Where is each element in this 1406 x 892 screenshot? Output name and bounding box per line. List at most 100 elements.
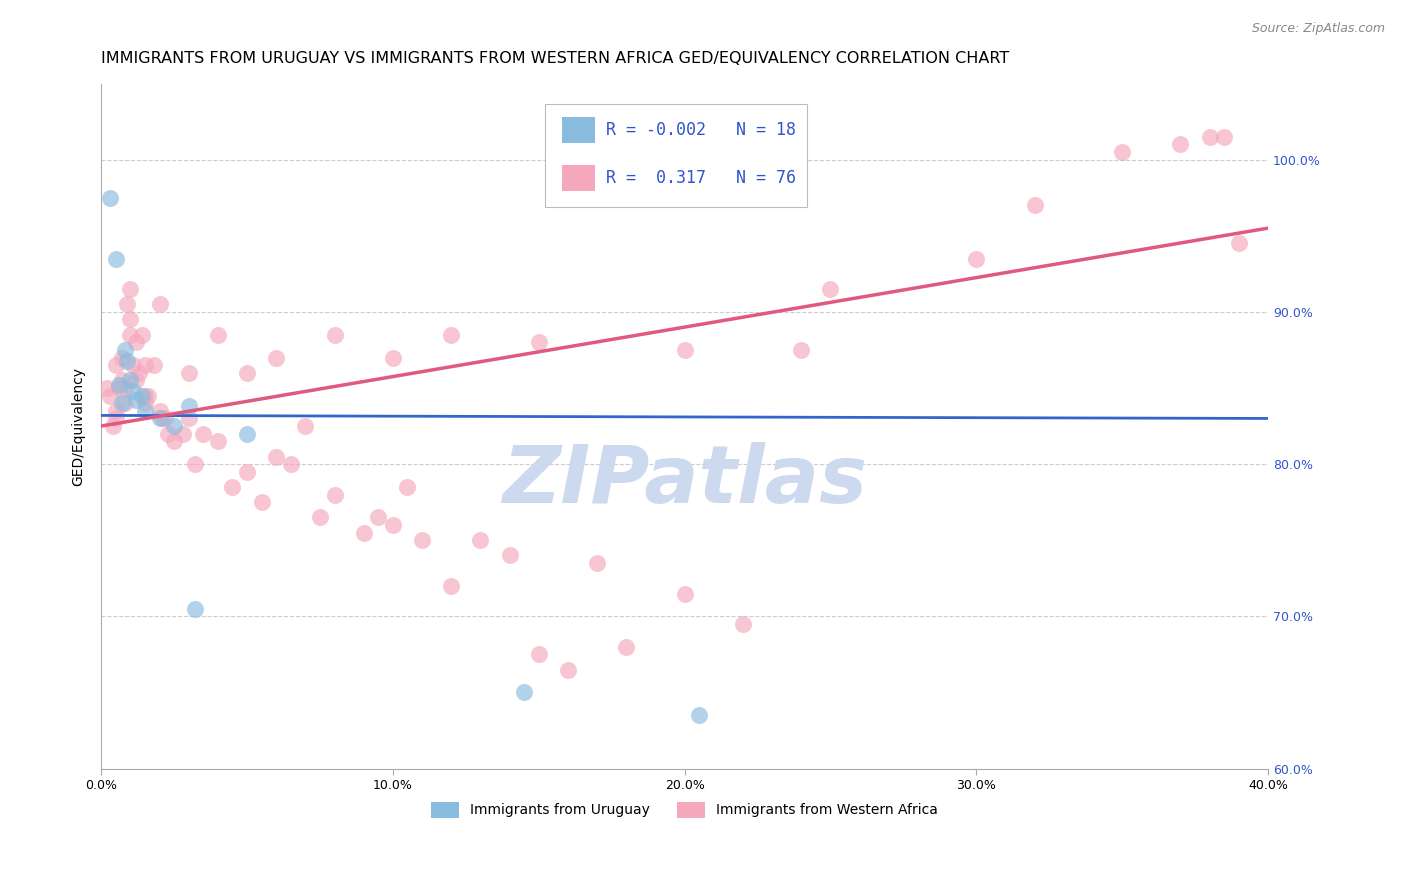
Point — [1213, 129, 1236, 144]
Point — [114, 381, 136, 395]
Point — [104, 411, 127, 425]
Point — [1227, 236, 1250, 251]
Point — [98, 389, 121, 403]
Point — [117, 353, 139, 368]
Point — [309, 510, 332, 524]
Bar — [562, 117, 595, 144]
Point — [673, 586, 696, 600]
Point — [125, 335, 148, 350]
Point — [513, 685, 536, 699]
Point — [111, 396, 134, 410]
Point — [134, 396, 156, 410]
Point — [381, 351, 404, 365]
Point — [183, 601, 205, 615]
Point — [381, 518, 404, 533]
Point — [177, 411, 200, 425]
Point — [731, 617, 754, 632]
Point — [250, 495, 273, 509]
Point — [183, 457, 205, 471]
Point — [120, 282, 142, 296]
Point — [790, 343, 813, 357]
Point — [111, 373, 134, 387]
Point — [114, 343, 136, 357]
Point — [104, 358, 127, 372]
Point — [177, 399, 200, 413]
Point — [131, 389, 153, 403]
Point — [134, 358, 156, 372]
Point — [323, 327, 346, 342]
Point — [236, 366, 259, 380]
Point — [193, 426, 215, 441]
Point — [163, 434, 186, 449]
Point — [101, 419, 124, 434]
Point — [1024, 198, 1046, 212]
Point — [157, 426, 180, 441]
Point — [131, 327, 153, 342]
Point — [396, 480, 419, 494]
Point — [120, 327, 142, 342]
Point — [527, 648, 550, 662]
Point — [163, 419, 186, 434]
Point — [148, 411, 170, 425]
Point — [104, 404, 127, 418]
Point — [96, 381, 118, 395]
Point — [820, 282, 842, 296]
Point — [1170, 137, 1192, 152]
Bar — [562, 165, 595, 192]
Point — [440, 579, 463, 593]
Point — [125, 373, 148, 387]
Text: ZIPatlas: ZIPatlas — [502, 442, 868, 520]
Y-axis label: GED/Equivalency: GED/Equivalency — [72, 367, 86, 485]
Point — [470, 533, 492, 548]
Point — [557, 663, 579, 677]
Point — [122, 358, 145, 372]
Point — [1198, 129, 1220, 144]
Point — [236, 465, 259, 479]
Point — [111, 351, 134, 365]
Point — [117, 297, 139, 311]
Point — [1111, 145, 1133, 159]
Point — [128, 366, 150, 380]
Point — [125, 393, 148, 408]
Point — [367, 510, 389, 524]
Point — [134, 389, 156, 403]
Point — [586, 556, 609, 570]
Point — [98, 191, 121, 205]
Point — [207, 434, 229, 449]
FancyBboxPatch shape — [544, 104, 807, 207]
Point — [148, 404, 170, 418]
Point — [411, 533, 433, 548]
Point — [965, 252, 987, 266]
Point — [120, 373, 142, 387]
Point — [688, 708, 710, 723]
Point — [155, 411, 177, 425]
Point — [172, 426, 194, 441]
Point — [323, 487, 346, 501]
Text: R = -0.002   N = 18: R = -0.002 N = 18 — [606, 121, 796, 139]
Point — [236, 426, 259, 441]
Point — [527, 335, 550, 350]
Point — [264, 450, 287, 464]
Point — [614, 640, 637, 654]
Point — [353, 525, 375, 540]
Point — [264, 351, 287, 365]
Point — [148, 297, 170, 311]
Point — [294, 419, 316, 434]
Text: Source: ZipAtlas.com: Source: ZipAtlas.com — [1251, 22, 1385, 36]
Point — [122, 384, 145, 398]
Text: R =  0.317   N = 76: R = 0.317 N = 76 — [606, 169, 796, 187]
Text: IMMIGRANTS FROM URUGUAY VS IMMIGRANTS FROM WESTERN AFRICA GED/EQUIVALENCY CORREL: IMMIGRANTS FROM URUGUAY VS IMMIGRANTS FR… — [101, 51, 1010, 66]
Point — [152, 411, 174, 425]
Point — [673, 343, 696, 357]
Point — [440, 327, 463, 342]
Point — [134, 404, 156, 418]
Point — [104, 252, 127, 266]
Point — [207, 327, 229, 342]
Point — [107, 378, 129, 392]
Point — [114, 396, 136, 410]
Point — [221, 480, 243, 494]
Point — [142, 358, 165, 372]
Point — [177, 366, 200, 380]
Point — [120, 312, 142, 326]
Legend: Immigrants from Uruguay, Immigrants from Western Africa: Immigrants from Uruguay, Immigrants from… — [426, 797, 943, 823]
